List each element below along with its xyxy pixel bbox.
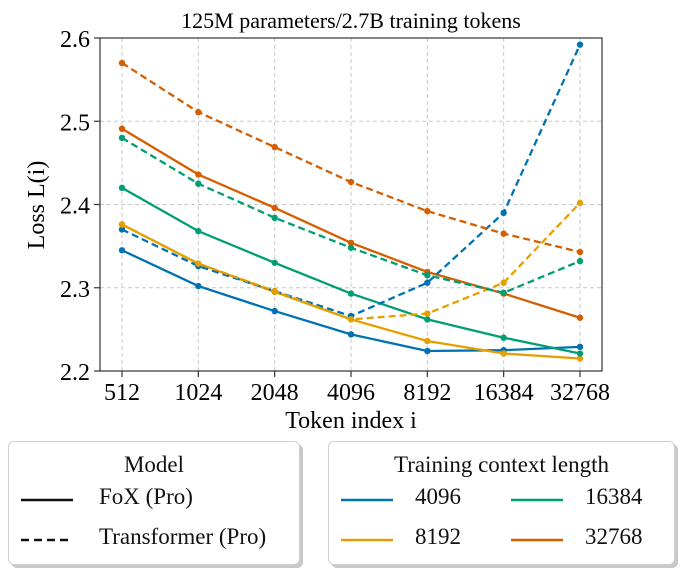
data-point [424, 337, 431, 345]
x-tick-label: 1024 [174, 380, 222, 406]
data-point [271, 259, 278, 266]
x-tick-label: 16384 [474, 380, 534, 406]
data-point [576, 314, 584, 321]
series-group [118, 41, 584, 362]
data-point [118, 134, 126, 142]
data-point [500, 289, 507, 296]
legend-model-item-transformer: Transformer (Pro) [99, 524, 267, 549]
data-point [424, 279, 431, 286]
data-point [195, 227, 202, 235]
data-point [424, 316, 431, 323]
data-point [576, 257, 584, 265]
x-tick-label: 8192 [403, 380, 451, 406]
data-point [576, 41, 584, 48]
swatch-16384 [511, 498, 563, 502]
y-tick-label: 2.2 [60, 360, 90, 386]
data-point [195, 180, 202, 187]
data-point [424, 272, 431, 279]
data-point [195, 171, 202, 178]
data-point [500, 209, 507, 217]
y-tick-label: 2.3 [60, 277, 90, 303]
data-point [500, 230, 507, 237]
y-tick-labels: 2.2 2.3 2.4 2.5 2.6 [60, 27, 90, 386]
data-point [347, 244, 355, 251]
data-point [195, 260, 202, 267]
data-point [271, 204, 278, 212]
legend-model-title: Model [123, 452, 185, 477]
y-axis-label: Loss L(i) [24, 161, 50, 250]
legend-context-item-32768: 32768 [585, 524, 643, 549]
data-point [118, 59, 126, 67]
x-tick-labels: 512 1024 2048 4096 8192 16384 32768 [104, 380, 610, 406]
data-point [500, 350, 507, 357]
legend-context-item-8192: 8192 [415, 524, 461, 549]
y-tick-label: 2.4 [60, 194, 90, 220]
plot-frame [99, 37, 603, 372]
data-point [118, 247, 126, 254]
legend-model: Model FoX (Pro) Transformer (Pro) [8, 441, 300, 565]
legend-context-title: Training context length [393, 452, 610, 477]
data-point [118, 184, 126, 192]
data-point [195, 108, 202, 116]
legend-model-item-fox: FoX (Pro) [99, 484, 193, 509]
data-point [118, 226, 126, 233]
grid [94, 37, 602, 377]
data-point [576, 199, 584, 207]
legend-context: Training context length 4096 16384 8192 … [328, 441, 675, 565]
data-point [576, 248, 584, 256]
data-point [424, 347, 431, 355]
x-tick-label: 2048 [251, 380, 299, 406]
swatch-4096 [341, 498, 393, 502]
data-point [118, 125, 126, 132]
data-point [500, 279, 507, 286]
x-tick-label: 512 [104, 380, 140, 406]
data-point [347, 239, 355, 246]
x-tick-label: 32768 [550, 380, 610, 406]
axes [99, 37, 603, 372]
y-tick-label: 2.6 [60, 27, 90, 53]
data-point [118, 221, 126, 228]
solid-line-swatch [21, 498, 73, 502]
data-point [271, 307, 278, 315]
data-point [347, 331, 355, 338]
data-point [271, 287, 278, 295]
y-tick-label: 2.5 [60, 110, 90, 136]
swatch-8192 [341, 538, 393, 542]
legend-context-item-4096: 4096 [415, 484, 461, 509]
legend-context-item-16384: 16384 [585, 484, 643, 509]
x-axis-label: Token index i [285, 408, 417, 430]
x-tick-label: 4096 [327, 380, 375, 406]
data-point [271, 143, 278, 151]
data-point [195, 282, 202, 290]
data-point [347, 316, 355, 323]
data-point [500, 334, 507, 341]
data-point [576, 350, 584, 357]
swatch-32768 [511, 538, 563, 542]
data-point [576, 355, 584, 362]
data-point [424, 207, 431, 215]
chart-title: 125M parameters/2.7B training tokens [181, 8, 521, 33]
dashed-line-swatch [21, 538, 73, 542]
loss-chart: 512 1024 2048 4096 8192 16384 32768 2.22.32.42… [24, 8, 610, 430]
data-point [424, 310, 431, 317]
data-point [347, 290, 355, 297]
data-point [347, 178, 355, 186]
data-point [271, 214, 278, 222]
data-point [576, 343, 584, 351]
